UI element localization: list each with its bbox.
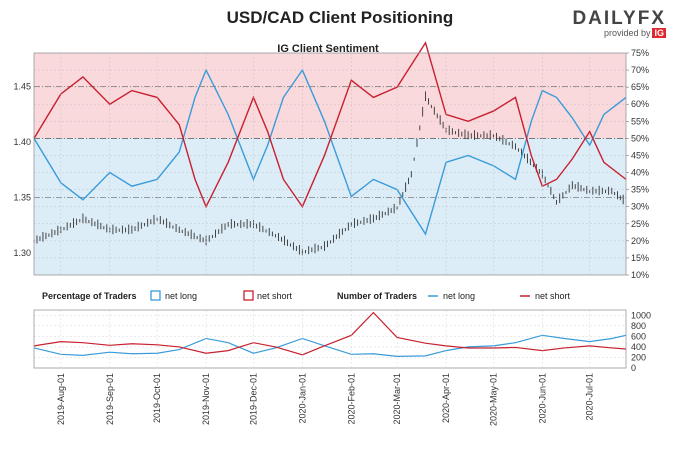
right-tick-label: 45%	[631, 150, 649, 160]
right-tick-label: 30%	[631, 202, 649, 212]
x-tick-label: 2019-Aug-01	[56, 373, 66, 425]
right-tick-label: 50%	[631, 133, 649, 143]
x-tick-label: 2020-May-01	[488, 373, 498, 426]
x-tick-label: 2019-Sep-01	[105, 373, 115, 425]
main-panel: 1.45 1.40 1.35 1.30 75% 70% 65% 60% 55% 50% 45% 40…	[13, 41, 649, 280]
x-tick-label: 2019-Nov-01	[201, 373, 211, 425]
x-tick-label: 2020-Jan-01	[297, 373, 307, 424]
right-tick-label: 70%	[631, 65, 649, 75]
left-tick-label: 1.45	[13, 81, 31, 91]
lower-tick-label: 200	[631, 352, 646, 362]
ig-badge: IG	[652, 28, 666, 38]
left-tick-label: 1.30	[13, 248, 31, 258]
legend-pct-short-label: net short	[257, 291, 293, 301]
x-tick-label: 2020-Jun-01	[537, 373, 547, 424]
brand-wordmark: DAILYFX	[572, 8, 666, 29]
net-long-line	[33, 68, 627, 236]
main-panel-frame	[33, 52, 627, 276]
lower-tick-label: 400	[631, 342, 646, 352]
right-tick-label: 10%	[631, 270, 649, 280]
right-tick-label: 60%	[631, 99, 649, 109]
lower-panel-frame	[33, 309, 627, 369]
right-tick-label: 40%	[631, 168, 649, 178]
legend-pct-short-swatch	[243, 290, 254, 301]
lower-net-long-line	[33, 334, 627, 358]
left-tick-label: 1.35	[13, 192, 31, 202]
legend-num-short-label: net short	[535, 291, 571, 301]
right-axis-ticks: 75% 70% 65% 60% 55% 50% 45% 40% 35% 30% 25% 20% 15% 1…	[626, 48, 649, 280]
legend-num-long-label: net long	[443, 291, 475, 301]
short-zone-band	[34, 53, 626, 139]
right-tick-label: 65%	[631, 82, 649, 92]
price-series	[33, 91, 624, 256]
right-tick-label: 15%	[631, 253, 649, 263]
x-tick-label: 2019-Dec-01	[248, 373, 258, 425]
lower-tick-label: 800	[631, 321, 646, 331]
right-tick-label: 55%	[631, 116, 649, 126]
legend-pct-long-swatch	[150, 290, 161, 301]
lower-net-short-line	[33, 311, 627, 356]
lower-tick-label: 0	[631, 363, 636, 373]
right-tick-label: 20%	[631, 236, 649, 246]
x-tick-label: 2020-Jul-01	[585, 373, 595, 421]
x-tick-label: 2020-Mar-01	[392, 373, 402, 425]
x-tick-label: 2020-Feb-01	[346, 373, 356, 425]
lower-gridlines	[34, 315, 626, 369]
chart-title: USD/CAD Client Positioning	[226, 8, 454, 27]
x-tick-label: 2020-Apr-01	[441, 373, 451, 423]
right-tick-label: 75%	[631, 48, 649, 58]
left-axis-ticks: 1.45 1.40 1.35 1.30	[13, 81, 31, 257]
lower-tick-label: 1000	[631, 310, 651, 320]
legend-pct-label: Percentage of Traders	[42, 291, 137, 301]
legend: Percentage of Traders net long net short…	[42, 290, 571, 301]
main-panel-title: IG Client Sentiment	[277, 43, 379, 55]
lower-tick-label: 600	[631, 331, 646, 341]
left-tick-label: 1.40	[13, 137, 31, 147]
x-tick-label: 2019-Oct-01	[152, 373, 162, 423]
legend-num-label: Number of Traders	[337, 291, 417, 301]
net-short-line	[33, 41, 627, 209]
brand-logo: DAILYFX provided by IG	[572, 8, 666, 38]
brand-provided-by: provided by IG	[603, 28, 666, 38]
x-axis-ticks: 2019-Aug-01 2019-Sep-01 2019-Oct-01 2019-No…	[56, 53, 595, 426]
legend-pct-long-label: net long	[165, 291, 197, 301]
right-tick-label: 35%	[631, 185, 649, 195]
right-tick-label: 25%	[631, 219, 649, 229]
